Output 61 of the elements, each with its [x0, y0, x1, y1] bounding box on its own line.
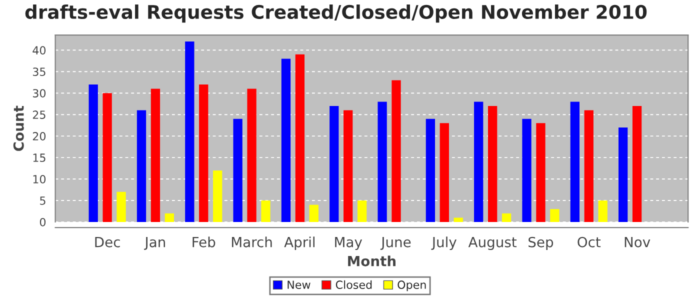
x-tick-label: May	[335, 237, 362, 250]
x-tick-label: Nov	[624, 237, 650, 248]
x-tick-label: July	[431, 236, 456, 250]
legend-label: Closed	[336, 280, 372, 289]
bar	[392, 80, 401, 222]
bar	[281, 58, 291, 222]
y-tick-label: 40	[32, 46, 46, 55]
bar	[502, 213, 512, 222]
bar	[102, 93, 112, 222]
bar	[88, 84, 98, 222]
bar	[116, 192, 126, 222]
bar	[150, 88, 160, 222]
bar	[378, 102, 387, 222]
bar	[295, 54, 305, 222]
bar	[618, 127, 628, 222]
bar	[247, 88, 256, 222]
bar	[598, 200, 608, 222]
legend-label: New	[288, 280, 310, 289]
x-tick-label: Feb	[192, 236, 216, 248]
x-tick-label: Oct	[578, 236, 601, 248]
bar	[199, 84, 208, 222]
bar	[309, 204, 318, 222]
y-tick-label: 20	[32, 132, 46, 140]
x-tick-label: Dec	[95, 237, 120, 248]
bar	[136, 110, 146, 222]
bar	[536, 123, 546, 222]
y-tick-label: 10	[33, 175, 46, 184]
bar	[522, 118, 532, 222]
x-tick-label: June	[380, 237, 411, 250]
x-tick-label: Jan	[144, 237, 165, 250]
bar	[344, 110, 353, 222]
bar	[474, 102, 484, 222]
bar	[488, 106, 498, 222]
y-tick-label: 5	[40, 196, 46, 205]
bar	[164, 213, 174, 222]
y-tick-label: 0	[40, 218, 46, 226]
y-axis-title: Count	[13, 106, 24, 151]
y-tick-label: 30	[32, 89, 46, 98]
bar	[454, 218, 463, 222]
bar	[330, 106, 339, 222]
x-tick-label: March	[232, 236, 272, 248]
bar	[357, 200, 367, 222]
y-tick-label: 25	[32, 110, 46, 119]
chart-title: drafts-eval Requests Created/Closed/Open November 2010	[25, 4, 647, 23]
x-tick-label: August	[468, 237, 517, 250]
bar	[185, 42, 194, 222]
legend-label: Open	[398, 280, 426, 292]
bar	[213, 170, 222, 222]
bar	[233, 118, 242, 222]
bar	[261, 200, 270, 222]
bar	[426, 118, 436, 222]
bar	[632, 106, 642, 222]
bar	[570, 102, 580, 222]
x-axis-title: Month	[348, 256, 396, 266]
x-tick-label: Sep	[528, 236, 554, 250]
y-tick-label: 35	[32, 68, 46, 76]
x-tick-label: April	[284, 236, 315, 250]
bar	[550, 209, 560, 222]
y-tick-label: 15	[33, 154, 46, 162]
bar	[584, 110, 594, 222]
bar	[440, 123, 449, 222]
